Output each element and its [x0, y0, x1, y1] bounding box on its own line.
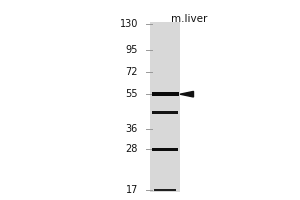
Text: m.liver: m.liver	[171, 14, 207, 24]
Text: 95: 95	[126, 45, 138, 55]
Bar	[152, 111, 178, 114]
Polygon shape	[180, 91, 194, 97]
Bar	[154, 189, 176, 191]
Text: 28: 28	[126, 144, 138, 154]
Bar	[152, 148, 178, 151]
Text: 17: 17	[126, 185, 138, 195]
Text: 130: 130	[120, 19, 138, 29]
Bar	[152, 92, 178, 96]
Bar	[150, 22, 180, 192]
Text: 55: 55	[125, 89, 138, 99]
Text: 72: 72	[125, 67, 138, 77]
Text: 36: 36	[126, 124, 138, 134]
